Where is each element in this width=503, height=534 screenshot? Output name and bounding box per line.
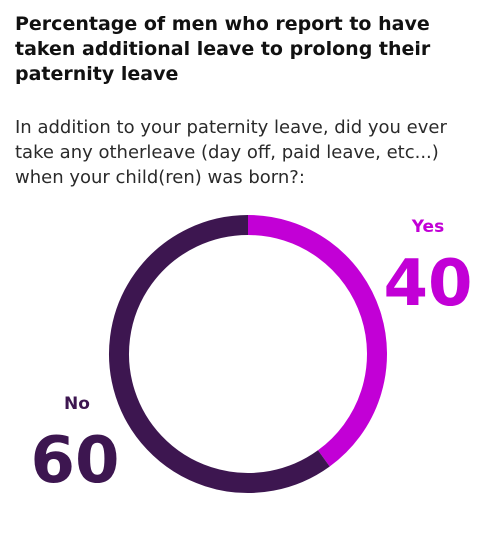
chart-title: Percentage of men who report to have tak… bbox=[15, 13, 431, 85]
chart-subtitle: In addition to your paternity leave, did… bbox=[15, 117, 447, 188]
slice-yes bbox=[247, 215, 387, 467]
no-label: No bbox=[64, 394, 90, 414]
yes-value: 40 bbox=[383, 247, 472, 321]
no-value: 60 bbox=[30, 424, 119, 498]
slice-no bbox=[109, 215, 330, 493]
yes-label: Yes bbox=[411, 217, 444, 237]
